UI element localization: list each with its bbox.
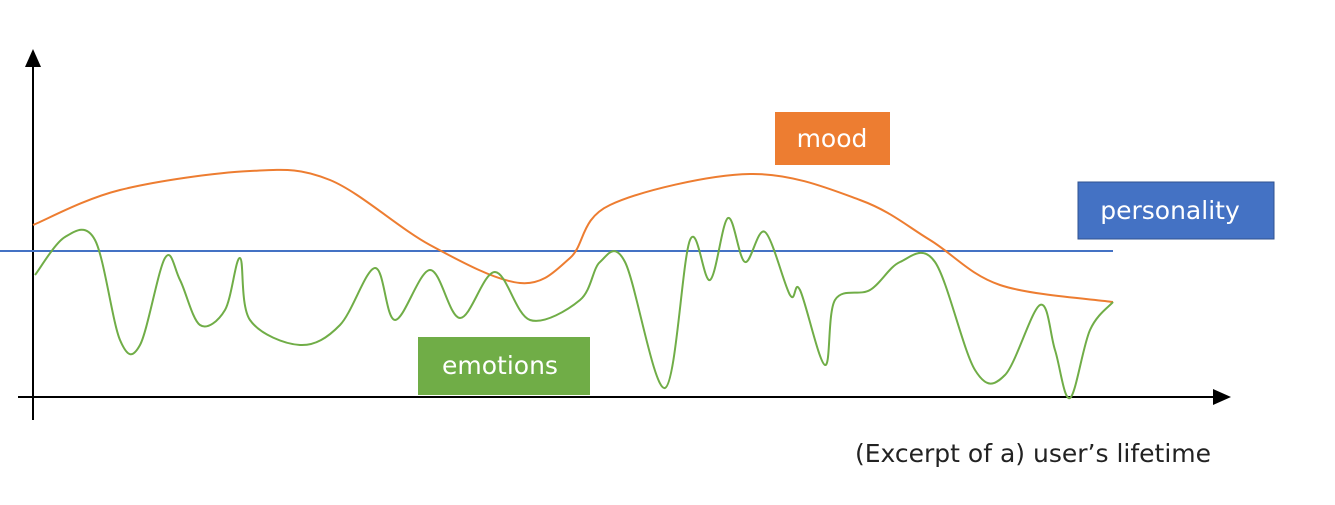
emotions-label-box [418,337,590,395]
personality-label: personality [1100,196,1240,225]
mood-label: mood [797,124,868,153]
x-axis-label: (Excerpt of a) user’s lifetime [855,439,1211,468]
mood-curve [32,168,1114,303]
personality-label-box [1077,181,1275,240]
emotions-curve [34,216,1114,400]
mood-label-box [775,112,890,165]
emotions-label: emotions [442,351,558,380]
